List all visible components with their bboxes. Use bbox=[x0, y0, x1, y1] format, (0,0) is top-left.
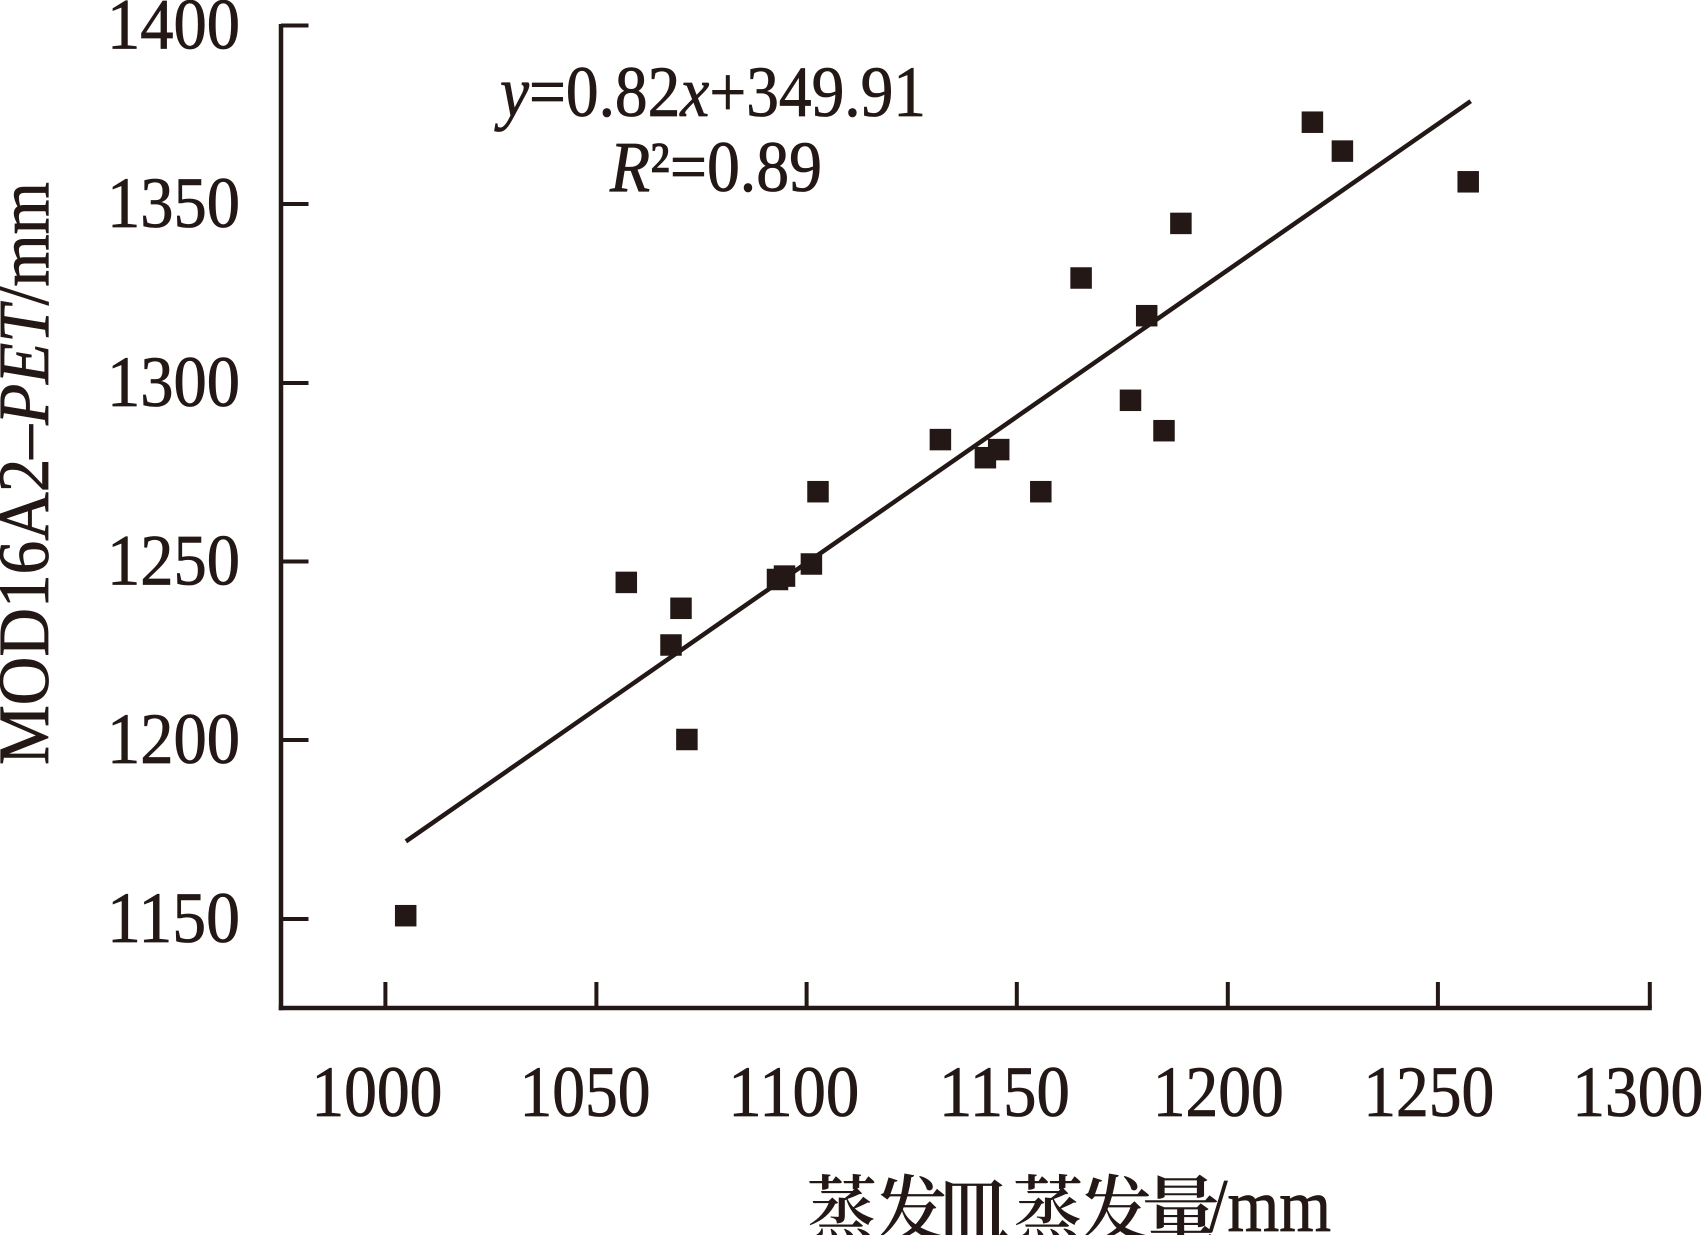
svg-text:1350: 1350 bbox=[107, 163, 240, 243]
svg-text:1200: 1200 bbox=[107, 699, 240, 779]
svg-text:MOD16A2–PET/mm: MOD16A2–PET/mm bbox=[0, 182, 64, 765]
svg-text:1150: 1150 bbox=[939, 1052, 1070, 1132]
svg-text:/mm: /mm bbox=[1209, 1165, 1331, 1235]
svg-text:1400: 1400 bbox=[107, 0, 240, 65]
svg-text:1050: 1050 bbox=[520, 1052, 651, 1132]
svg-text:1250: 1250 bbox=[1363, 1052, 1494, 1132]
svg-text:1150: 1150 bbox=[107, 878, 240, 958]
svg-text:1300: 1300 bbox=[1572, 1052, 1702, 1132]
svg-text:1300: 1300 bbox=[107, 342, 240, 422]
svg-text:1000: 1000 bbox=[311, 1052, 442, 1132]
svg-text:R²=0.89: R²=0.89 bbox=[609, 127, 822, 207]
svg-text:y=0.82x+349.91: y=0.82x+349.91 bbox=[494, 52, 926, 132]
svg-text:1200: 1200 bbox=[1153, 1052, 1284, 1132]
svg-text:1100: 1100 bbox=[728, 1052, 859, 1132]
svg-text:1250: 1250 bbox=[107, 521, 240, 601]
